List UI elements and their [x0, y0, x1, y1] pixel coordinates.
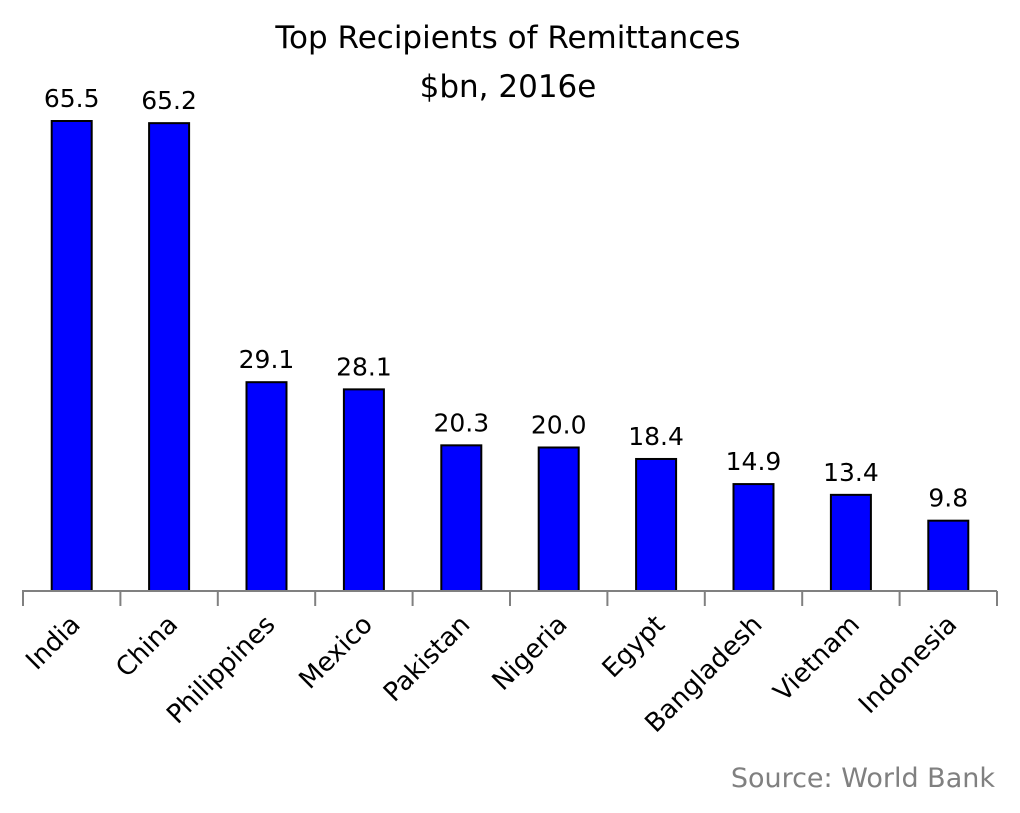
bar-vietnam [829, 493, 872, 592]
bar-china [148, 122, 191, 592]
bar-pakistan [440, 444, 483, 592]
bar-philippines [245, 381, 288, 592]
bar-mexico [342, 388, 385, 593]
category-label: Egypt [597, 610, 671, 684]
chart-subtitle: $bn, 2016e [420, 69, 597, 105]
category-label: Mexico [293, 610, 378, 695]
data-label: 18.4 [628, 422, 684, 451]
category-label: Nigeria [487, 610, 574, 697]
data-label: 13.4 [823, 458, 879, 487]
category-label: Pakistan [378, 610, 476, 708]
data-label: 20.3 [433, 408, 489, 437]
data-label: 65.5 [44, 84, 100, 113]
category-label: India [20, 610, 86, 676]
bar-indonesia [927, 519, 970, 592]
category-label: Vietnam [768, 610, 866, 708]
data-label: 14.9 [726, 447, 782, 476]
source-note: Source: World Bank [731, 763, 996, 794]
data-label: 29.1 [239, 345, 295, 374]
data-label: 65.2 [141, 86, 197, 115]
category-label: Indonesia [853, 610, 963, 720]
chart-title: Top Recipients of Remittances [274, 20, 740, 56]
bar-egypt [635, 457, 678, 592]
bar-nigeria [537, 446, 580, 592]
category-label: China [110, 610, 184, 684]
data-label: 9.8 [928, 484, 968, 513]
data-label: 20.0 [531, 410, 587, 439]
bar-bangladesh [732, 483, 775, 593]
data-label: 28.1 [336, 352, 392, 381]
bar-india [50, 120, 93, 592]
